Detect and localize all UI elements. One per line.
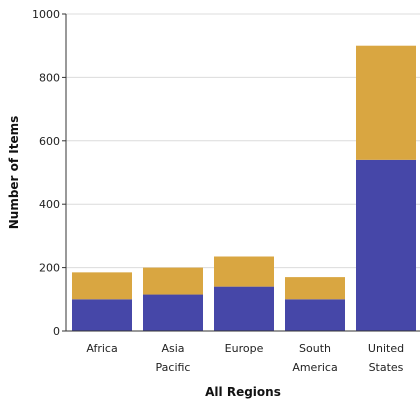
y-axis-title: Number of Items: [7, 116, 21, 230]
bar-segment: [285, 299, 345, 331]
x-axis-title: All Regions: [205, 385, 281, 399]
x-category-labels: Africa Asia Pacific Europe South America Unite…: [86, 342, 404, 374]
bar-segment: [356, 45, 416, 160]
bar-segment: [356, 159, 416, 331]
bar-segment: [143, 267, 203, 295]
bar-segment: [72, 272, 132, 300]
bar-segment: [72, 299, 132, 331]
y-tick-label: 600: [39, 135, 60, 148]
x-category-label: United States: [368, 342, 404, 374]
bar-segment: [285, 277, 345, 300]
y-tick-labels: 0 200 400 600 800 1000: [32, 8, 66, 338]
bar-segment: [214, 256, 274, 287]
x-category-label: Africa: [86, 342, 117, 355]
x-category-label: Asia Pacific: [156, 342, 191, 374]
bar-segment: [214, 286, 274, 331]
x-category-label: South America: [292, 342, 337, 374]
y-tick-label: 1000: [32, 8, 60, 21]
y-tick-label: 0: [53, 325, 60, 338]
y-tick-label: 200: [39, 262, 60, 275]
y-tick-label: 400: [39, 198, 60, 211]
x-category-label: Europe: [225, 342, 264, 355]
y-tick-label: 800: [39, 71, 60, 84]
bar-segment: [143, 294, 203, 331]
bars: [72, 45, 416, 331]
